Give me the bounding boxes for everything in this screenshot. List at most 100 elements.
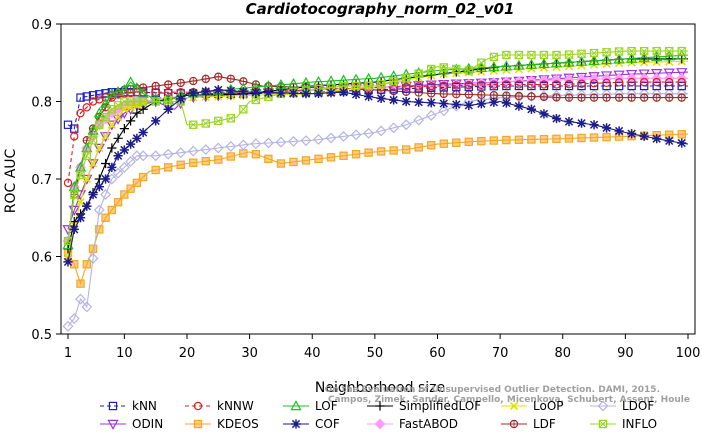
data-point [564,80,574,89]
data-point [126,116,136,126]
data-point [101,213,110,222]
y-tick-label: 0.9 [31,18,52,33]
data-point [665,77,674,87]
data-point [514,101,524,111]
data-point [677,81,686,91]
data-point [665,47,674,56]
y-tick-label: 0.8 [31,96,52,111]
data-point [500,60,513,71]
data-point [214,73,222,81]
data-point [502,135,511,145]
data-point [251,96,260,104]
legend-marker [193,419,203,429]
data-point [107,120,117,129]
data-point [464,100,474,110]
legend-marker [375,401,385,411]
data-point [501,98,511,108]
data-point [514,51,523,59]
data-point [151,97,160,106]
data-point [426,98,436,108]
data-point [627,47,636,56]
data-point [87,159,99,170]
data-point [93,204,105,216]
data-point [652,77,661,87]
data-point [94,182,104,192]
data-point [525,58,538,69]
data-point [120,190,129,199]
data-point [189,158,198,167]
legend: kNN kNNW LOF SimplifiedLOF LoOP LDOF ODIN KDEOS… [100,399,657,431]
data-point [275,136,287,148]
data-point [226,86,236,96]
data-point [489,136,499,145]
data-point [389,95,399,105]
data-point [189,120,198,129]
data-point [301,156,311,165]
data-point [464,66,474,75]
data-point [377,80,386,89]
data-point [164,163,173,172]
data-point [227,75,235,83]
data-point [602,48,611,57]
data-point [214,116,223,125]
legend-marker [597,400,609,412]
data-point [527,92,536,101]
data-point [565,50,573,59]
data-point [82,92,91,101]
data-point [87,124,99,135]
data-point [82,260,91,269]
data-point [81,301,93,313]
data-point [615,47,624,56]
data-point [93,143,105,154]
data-point [414,69,423,78]
data-point [376,147,386,156]
data-point [677,47,686,56]
data-point [300,76,312,87]
data-point [139,97,148,106]
legend-label: LoOP [533,399,564,413]
data-point [132,178,142,188]
x-tick-label: 10 [116,346,133,361]
data-point [539,109,549,119]
data-point [577,49,586,59]
data-point [577,49,586,58]
x-tick-label: 40 [304,346,321,361]
legend-label: INFLO [622,417,657,431]
x-tick-label: 60 [429,346,446,361]
data-point [614,126,624,136]
data-point [225,141,237,152]
legend-item-fastabod: FastABOD [367,417,458,431]
data-point [251,87,261,97]
data-point [464,81,474,90]
y-tick-label: 0.7 [31,173,52,188]
data-point [288,88,299,98]
data-point [239,105,248,114]
data-point [452,65,461,73]
data-point [589,133,599,142]
data-point [300,135,312,147]
data-point [99,132,112,143]
y-axis: 0.5 0.6 0.7 0.8 0.9 [31,18,61,343]
data-point [376,80,386,89]
data-point [539,80,549,89]
data-point [388,122,400,134]
data-point [107,162,117,172]
data-point [352,82,360,90]
data-point [132,97,142,106]
data-point [201,119,210,128]
data-point [439,98,449,109]
data-point [93,107,105,118]
data-point [664,136,674,146]
data-point [638,69,650,80]
data-point [138,104,148,114]
data-point [106,120,118,131]
data-point [338,130,350,142]
data-point [452,81,461,90]
data-point [638,51,650,62]
data-point [95,225,104,234]
data-point [164,80,172,89]
data-point [602,94,611,102]
data-point [112,167,124,179]
y-tick-label: 0.6 [31,251,52,266]
